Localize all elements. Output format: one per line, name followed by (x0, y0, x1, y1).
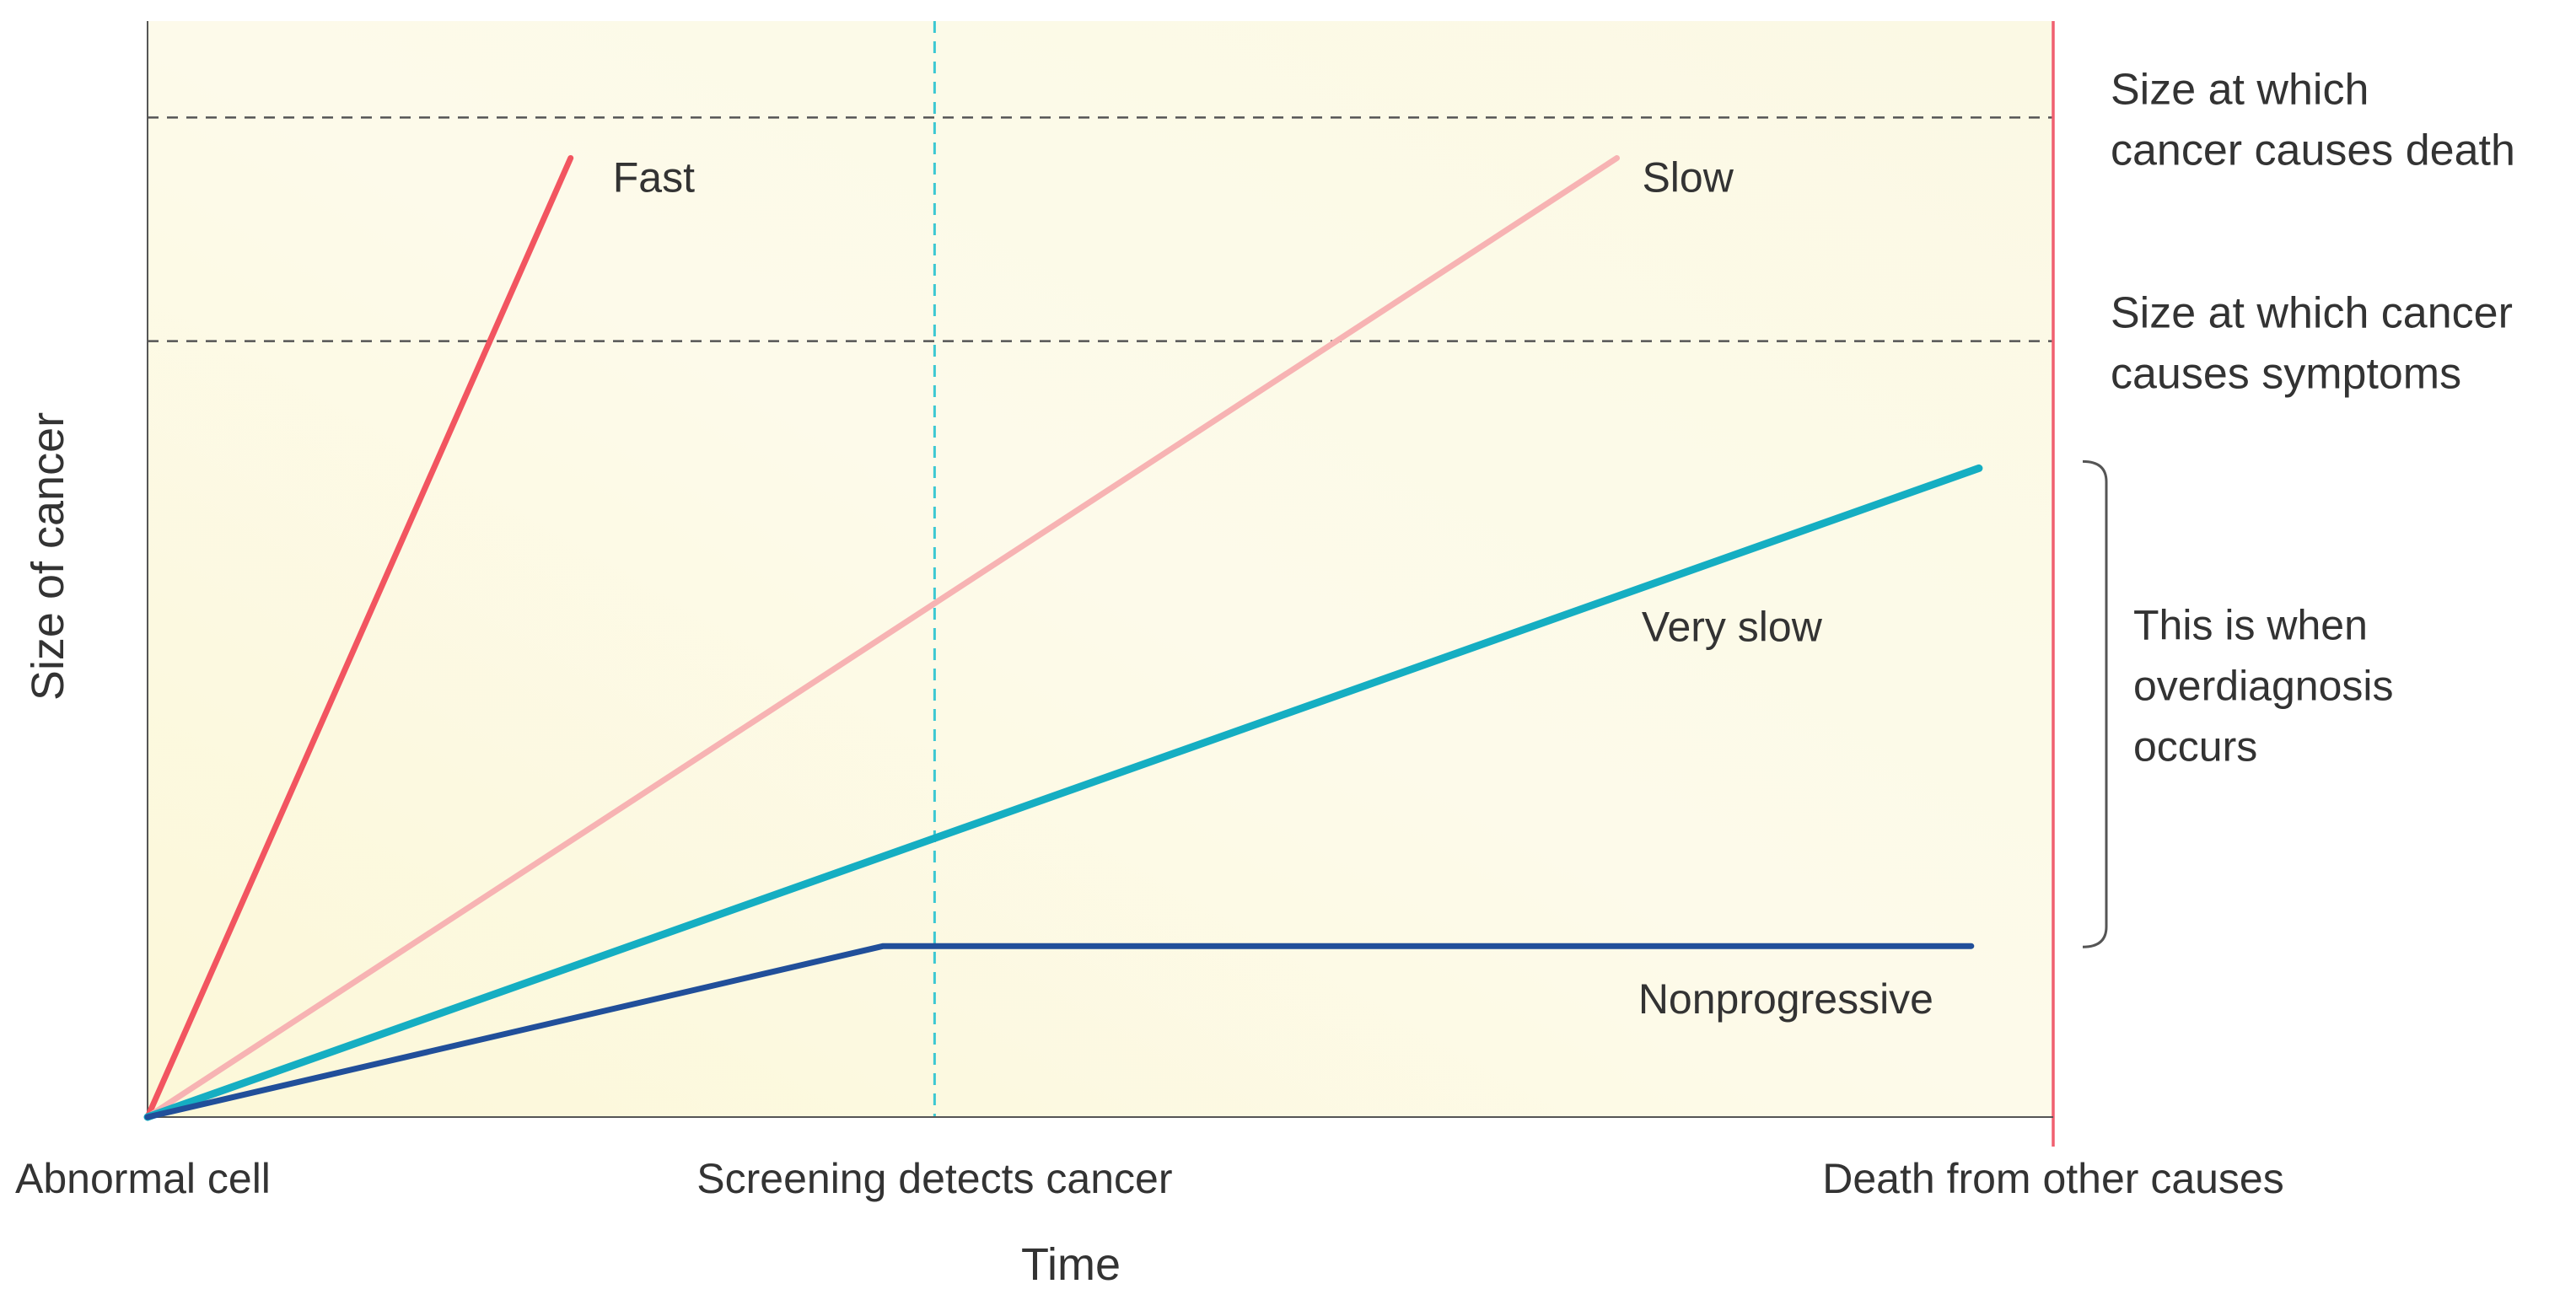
overdiagnosis-annotation: This is when overdiagnosis occurs (2133, 601, 2394, 770)
marker-lines (933, 21, 2055, 1147)
overdiagnosis-bracket (2082, 459, 2108, 948)
series-line-nonprogressive (144, 943, 1975, 1120)
threshold-labels: Size at which cancer causes death Size at … (2111, 65, 2515, 398)
threshold-label-0: Size at which cancer causes death (2111, 65, 2515, 175)
x-marker-label-death-from-other-causes: Death from other causes (1822, 1155, 2284, 1202)
threshold-label-1: Size at which cancer causes symptoms (2111, 289, 2513, 399)
series-line-slow (144, 155, 1620, 1120)
threshold-lines (148, 116, 2053, 342)
series-label-slow: Slow (1642, 154, 1734, 201)
series-line-fast (144, 155, 574, 1120)
x-marker-label-abnormal-cell: Abnormal cell (15, 1155, 271, 1202)
series-label-fast: Fast (613, 154, 695, 201)
y-axis-title: Size of cancer (23, 412, 73, 701)
x-marker-label-screening-detects-cancer: Screening detects cancer (696, 1155, 1172, 1202)
x-axis-title: Time (1021, 1239, 1121, 1290)
plot-background (148, 21, 2053, 1117)
series-labels: Fast Slow Very slow Nonprogressive (613, 154, 1933, 1023)
series-label-very-slow: Very slow (1642, 603, 1823, 650)
series-lines (143, 155, 1983, 1121)
marker-labels: Abnormal cell Screening detects cancer Dea… (15, 1155, 2284, 1202)
series-label-nonprogressive: Nonprogressive (1638, 975, 1933, 1023)
series-line-very-slow (143, 464, 1983, 1121)
